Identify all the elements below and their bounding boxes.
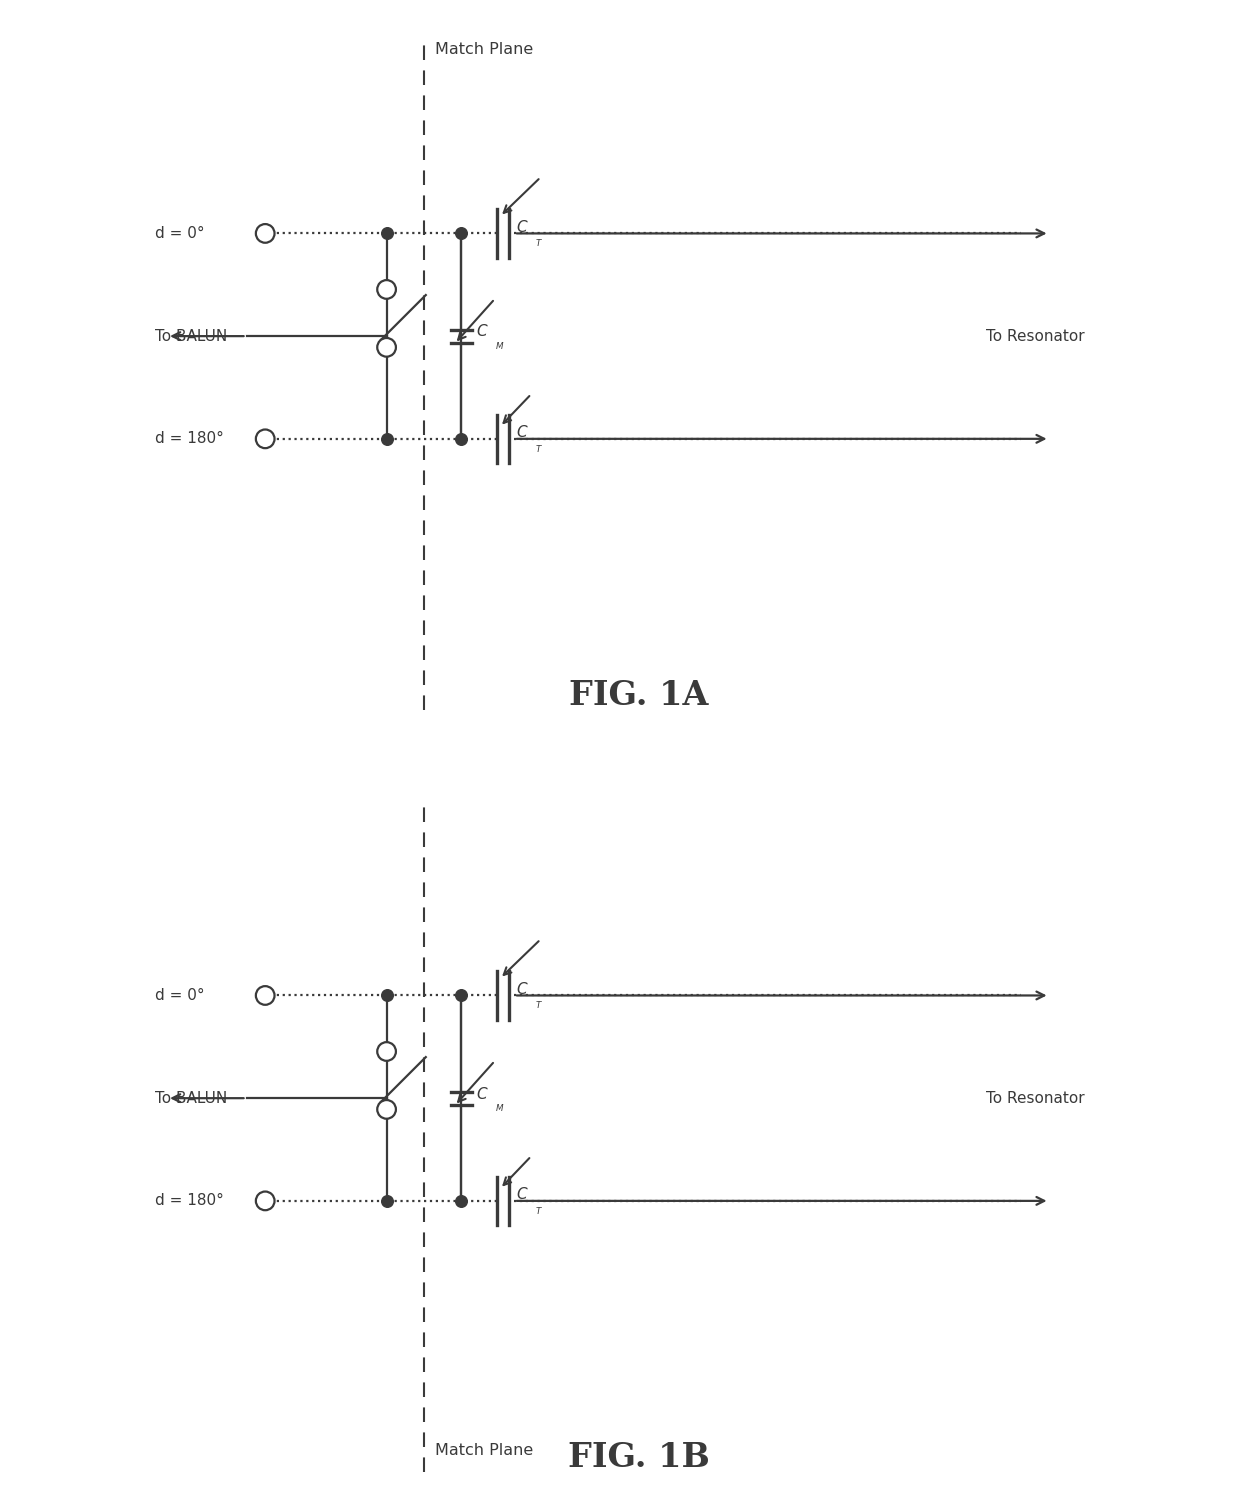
Circle shape bbox=[377, 1100, 396, 1118]
Text: $_{T}$: $_{T}$ bbox=[534, 1204, 543, 1216]
Circle shape bbox=[255, 1192, 274, 1210]
Text: d = 180°: d = 180° bbox=[155, 1194, 224, 1209]
Text: $_{M}$: $_{M}$ bbox=[495, 1102, 505, 1114]
Text: $C$: $C$ bbox=[476, 1085, 489, 1102]
Text: $_{T}$: $_{T}$ bbox=[534, 237, 543, 249]
Text: To Resonator: To Resonator bbox=[986, 1091, 1085, 1106]
Text: d = 0°: d = 0° bbox=[155, 988, 205, 1003]
Text: $_{M}$: $_{M}$ bbox=[495, 340, 505, 352]
Point bbox=[451, 427, 471, 451]
Point bbox=[377, 427, 397, 451]
Point bbox=[377, 1189, 397, 1213]
Point bbox=[451, 1189, 471, 1213]
Text: $_{T}$: $_{T}$ bbox=[534, 442, 543, 454]
Text: FIG. 1B: FIG. 1B bbox=[568, 1441, 709, 1474]
Point bbox=[451, 984, 471, 1008]
Point bbox=[377, 222, 397, 246]
Text: To BALUN: To BALUN bbox=[155, 329, 227, 344]
Point bbox=[451, 222, 471, 246]
Text: d = 0°: d = 0° bbox=[155, 226, 205, 241]
Circle shape bbox=[255, 987, 274, 1005]
Circle shape bbox=[377, 1043, 396, 1061]
Text: d = 180°: d = 180° bbox=[155, 432, 224, 447]
Text: $C$: $C$ bbox=[516, 219, 528, 235]
Text: $_{T}$: $_{T}$ bbox=[534, 999, 543, 1011]
Circle shape bbox=[255, 430, 274, 448]
Circle shape bbox=[377, 338, 396, 356]
Text: $C$: $C$ bbox=[516, 981, 528, 997]
Circle shape bbox=[377, 281, 396, 299]
Text: To BALUN: To BALUN bbox=[155, 1091, 227, 1106]
Text: $C$: $C$ bbox=[476, 323, 489, 340]
Text: $C$: $C$ bbox=[516, 1186, 528, 1203]
Text: To Resonator: To Resonator bbox=[986, 329, 1085, 344]
Text: FIG. 1A: FIG. 1A bbox=[569, 679, 708, 712]
Text: $C$: $C$ bbox=[516, 424, 528, 441]
Text: Match Plane: Match Plane bbox=[435, 42, 533, 57]
Circle shape bbox=[255, 225, 274, 243]
Point bbox=[377, 984, 397, 1008]
Text: Match Plane: Match Plane bbox=[435, 1443, 533, 1458]
